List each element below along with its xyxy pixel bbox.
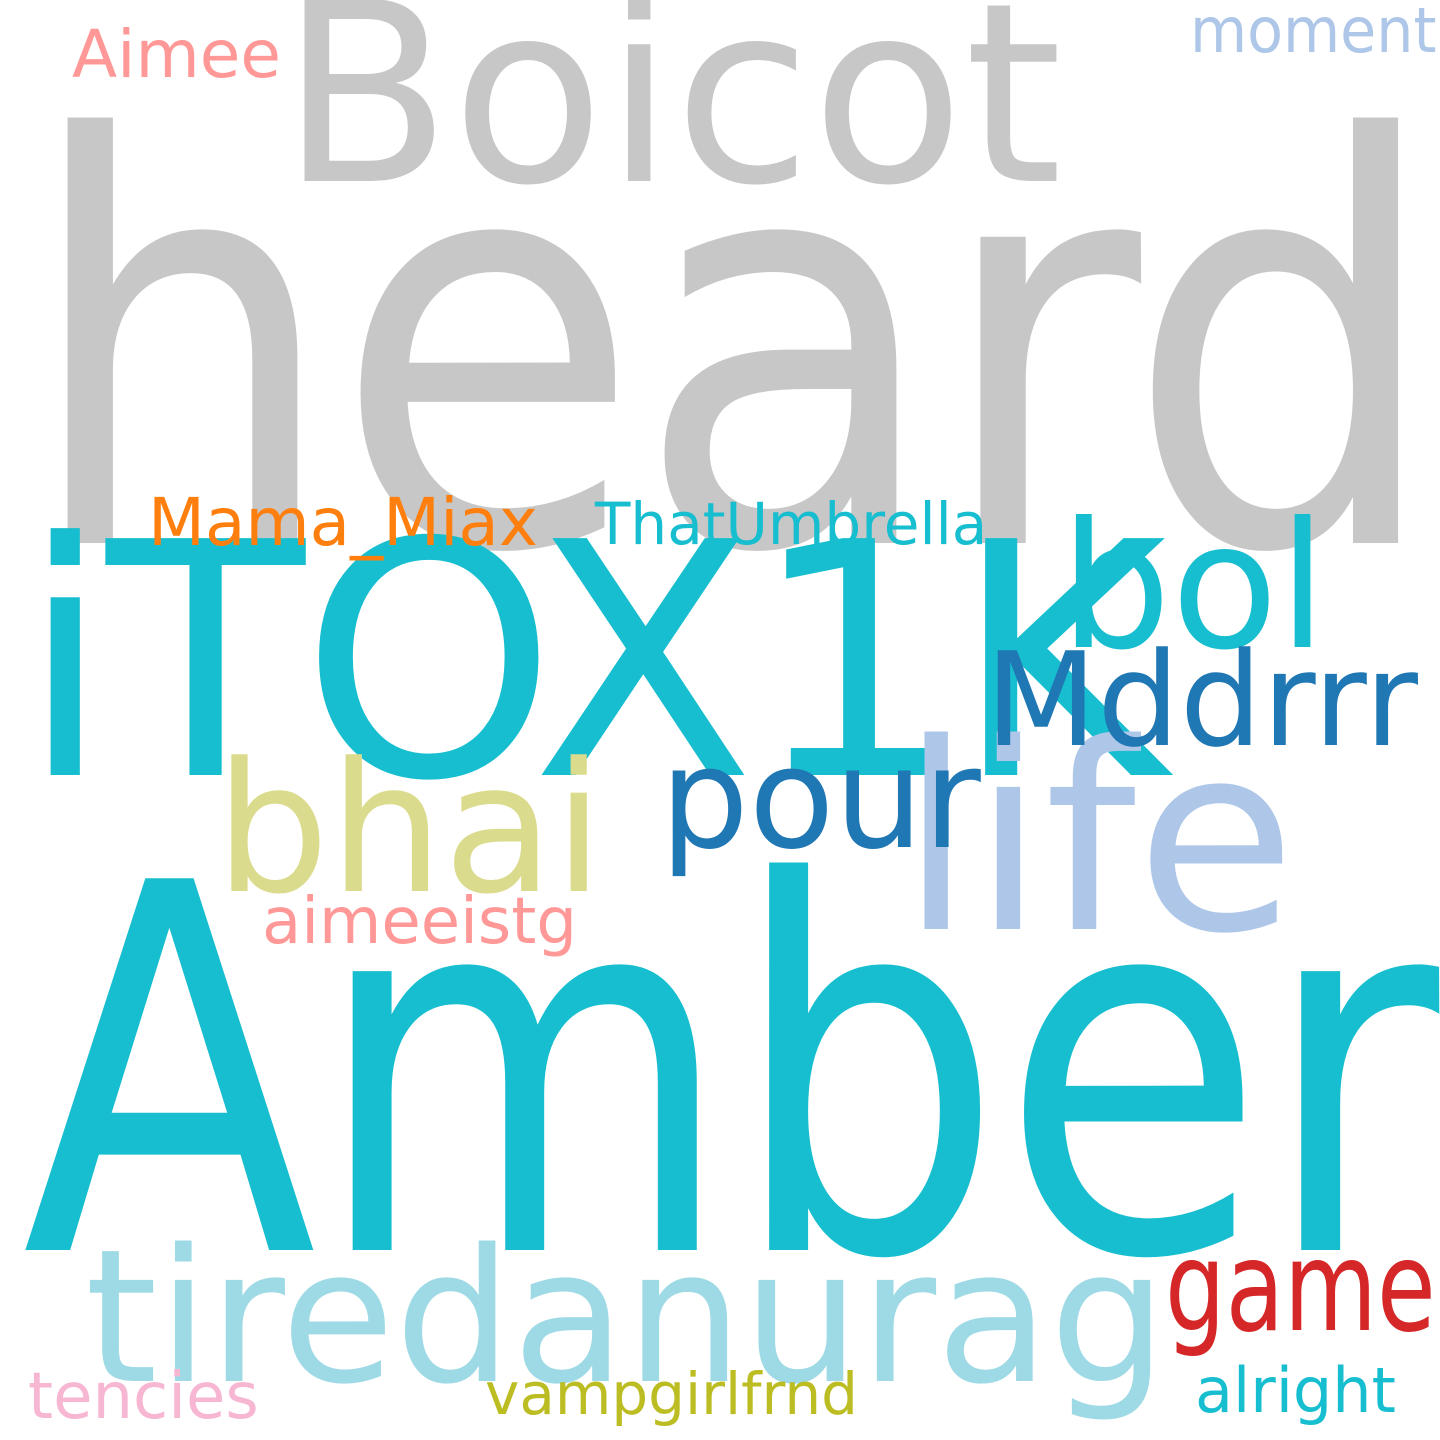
word-aimee: Aimee — [72, 16, 281, 93]
word-mddrrr: Mddrrr — [985, 624, 1418, 776]
word-vampgirlfrnd: vampgirlfrnd — [485, 1360, 858, 1428]
word-moment: moment — [1190, 0, 1437, 67]
word-itox1k: iTOX1K — [20, 473, 1166, 852]
word-alright: alright — [1195, 1354, 1396, 1427]
word-heard: heard — [22, 24, 1440, 676]
word-thatumbrella: ThatUmbrella — [595, 490, 988, 558]
word-amber: Amber — [22, 778, 1439, 1371]
word-bhai: bhai — [215, 725, 604, 934]
word-game: game — [1165, 1215, 1436, 1360]
word-tencies: tencies — [28, 1360, 259, 1434]
word-life: life — [900, 689, 1296, 991]
word-mama-miax: Mama_Miax — [148, 484, 538, 561]
word-aimeeistg: aimeeistg — [262, 885, 577, 959]
word-pour: pour — [660, 718, 981, 881]
word-boicot: Boicot — [280, 0, 1063, 240]
word-bol: bol — [1060, 486, 1327, 689]
word-tiredanurag: tiredanurag — [85, 1209, 1167, 1425]
